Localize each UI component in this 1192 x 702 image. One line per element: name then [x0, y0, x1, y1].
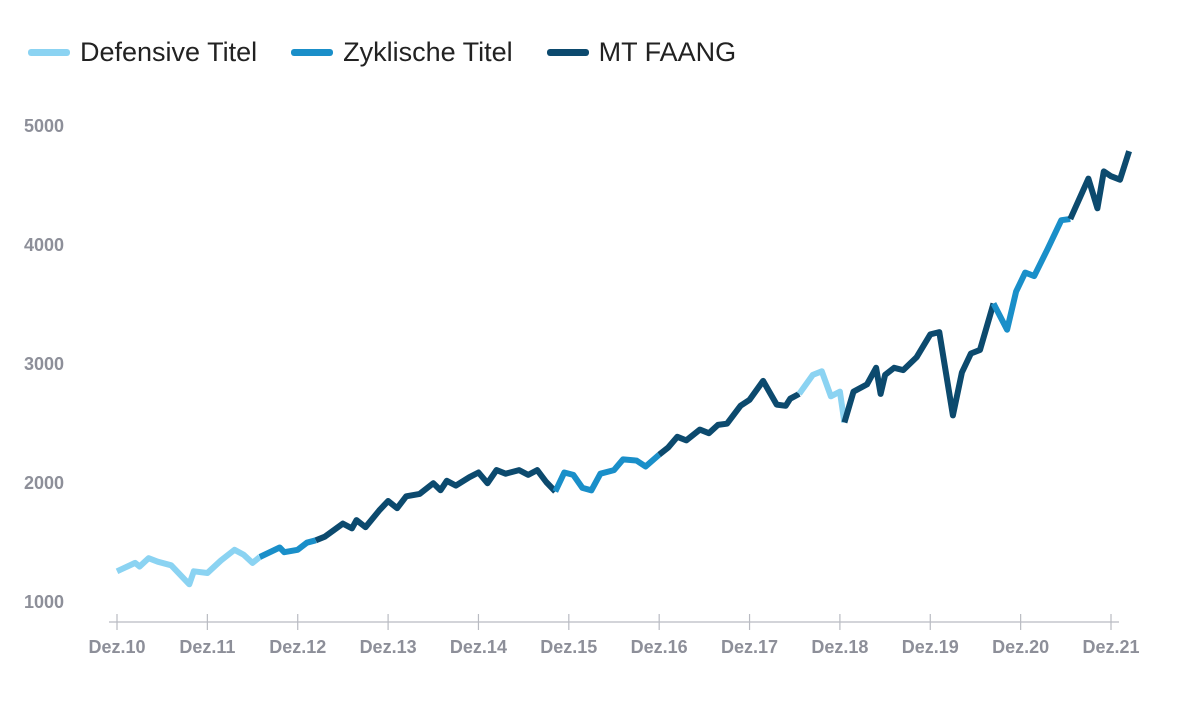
- series-line: [552, 452, 662, 494]
- x-tick-label: Dez.15: [540, 637, 597, 657]
- x-tick-label: Dez.19: [902, 637, 959, 657]
- legend-item: Defensive Titel: [28, 37, 257, 68]
- x-tick-label: Dez.16: [631, 637, 688, 657]
- series-line: [990, 216, 1071, 333]
- series-line: [796, 368, 848, 423]
- series-line: [115, 546, 262, 588]
- legend-item: Zyklische Titel: [291, 37, 513, 68]
- series-line: [258, 537, 317, 560]
- x-tick-label: Dez.10: [88, 637, 145, 657]
- legend-label: MT FAANG: [598, 36, 737, 67]
- x-tick-label: Dez.20: [992, 637, 1049, 657]
- legend-label: Zyklische Titel: [343, 36, 513, 67]
- x-tick-label: Dez.12: [269, 637, 326, 657]
- series-line: [314, 467, 558, 544]
- legend-label: Defensive Titel: [80, 36, 258, 67]
- x-tick-label: Dez.18: [811, 637, 868, 657]
- y-tick-label: 1000: [24, 592, 64, 612]
- series-line: [841, 302, 997, 424]
- legend: Defensive Titel Zyklische Titel MT FAANG: [28, 30, 770, 74]
- series-line: [1067, 150, 1132, 221]
- legend-swatch: [28, 48, 70, 56]
- y-tick-label: 4000: [24, 235, 64, 255]
- legend-swatch: [291, 48, 334, 56]
- x-tick-label: Dez.11: [179, 637, 235, 657]
- x-tick-label: Dez.21: [1082, 637, 1139, 657]
- series-line: [657, 377, 801, 457]
- y-tick-label: 2000: [24, 473, 64, 493]
- y-tick-label: 3000: [24, 354, 64, 374]
- x-tick-label: Dez.17: [721, 637, 778, 657]
- x-tick-label: Dez.14: [450, 637, 507, 657]
- legend-item: MT FAANG: [546, 36, 737, 68]
- legend-swatch: [546, 48, 589, 56]
- x-tick-label: Dez.13: [360, 637, 417, 657]
- y-tick-label: 5000: [24, 116, 64, 136]
